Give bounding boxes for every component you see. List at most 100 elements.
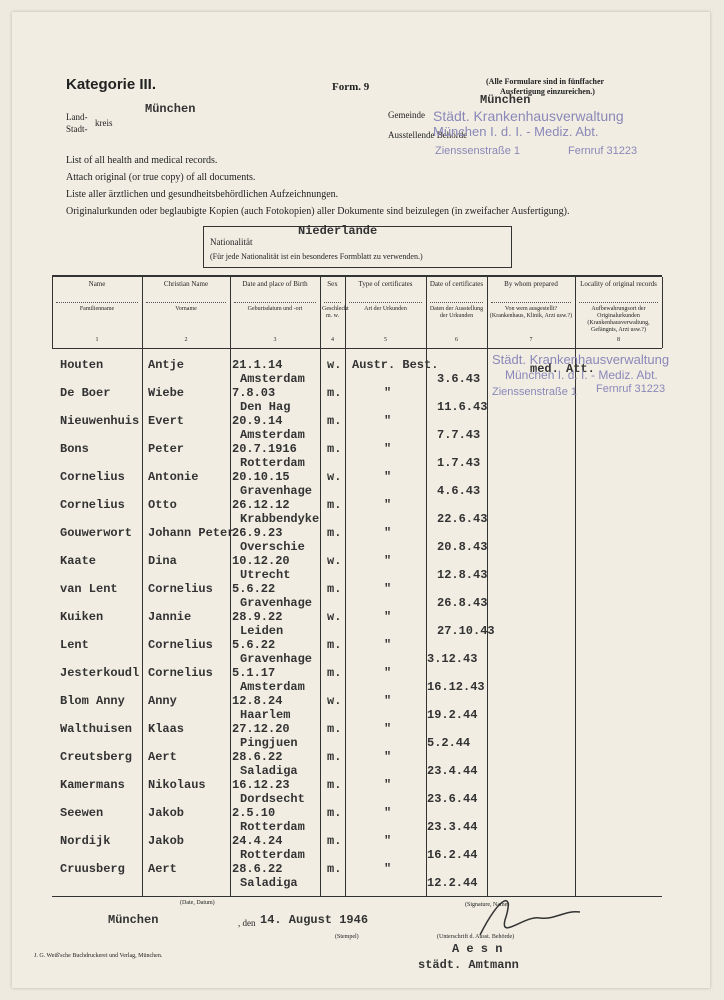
first-name: Cornelius	[148, 666, 213, 680]
certificate-type: "	[384, 806, 392, 820]
sex: m.	[327, 386, 342, 400]
certificate-date: 23.3.44	[427, 820, 478, 834]
sex: m.	[327, 498, 342, 512]
certificate-date: 16.12.43	[427, 680, 485, 694]
certificate-date: 26.8.43	[437, 596, 488, 610]
birth-date: 26.12.12	[232, 498, 290, 512]
birth-date: 28.6.22	[232, 862, 283, 876]
certificate-type: "	[384, 582, 392, 596]
certificate-type: "	[384, 778, 392, 792]
form-note: Ausfertigung einzureichen.)	[500, 87, 595, 96]
column-line	[345, 277, 346, 896]
certificate-type: "	[384, 554, 392, 568]
certificate-type: Austr. Best.	[352, 358, 439, 372]
surname: Lent	[60, 638, 89, 652]
typed-value: München	[480, 93, 531, 107]
stamp-text: Zienssenstraße 1	[435, 145, 520, 157]
column-header-de: Geburtsdatum und -ort	[247, 306, 303, 312]
stamp-text: Städt. Krankenhausverwaltung	[433, 108, 624, 124]
first-name: Anny	[148, 694, 177, 708]
stamp-text: Städt. Krankenhausverwaltung	[492, 352, 670, 367]
surname: Cruusberg	[60, 862, 125, 876]
label: (Stempel)	[335, 934, 359, 940]
printer: J. G. Weiß'sche Buchdruckerei und Verlag…	[34, 953, 163, 959]
sex: m.	[327, 526, 342, 540]
column-header: Name	[88, 280, 106, 288]
birth-date: 24.4.24	[232, 834, 283, 848]
label: Land-	[66, 112, 88, 122]
birth-date: 2.5.10	[232, 806, 276, 820]
first-name: Wiebe	[148, 386, 185, 400]
birth-place: Leiden	[240, 624, 284, 638]
birth-date: 5.6.22	[232, 638, 276, 652]
typed-value: Niederlande	[298, 224, 378, 238]
surname: Gouwerwort	[60, 526, 133, 540]
column-header: Locality of original records	[580, 280, 657, 288]
surname: Kamermans	[60, 778, 125, 792]
column-header-de: Vorname	[175, 306, 197, 312]
certificate-date: 20.8.43	[437, 540, 488, 554]
column-header: Christian Name	[163, 280, 209, 288]
rule	[52, 896, 662, 897]
certificate-type: "	[384, 834, 392, 848]
birth-place: Rotterdam	[240, 848, 305, 862]
birth-place: Amsterdam	[240, 680, 305, 694]
stamp-text: Zienssenstraße 1	[492, 386, 577, 398]
sex: m.	[327, 778, 342, 792]
sex: m.	[327, 582, 342, 596]
first-name: Evert	[148, 414, 185, 428]
birth-date: 28.6.22	[232, 750, 283, 764]
birth-place: Gravenhage	[240, 652, 313, 666]
category: Kategorie III.	[66, 76, 157, 93]
header-divider	[324, 302, 341, 304]
stamp-text: Fernruf 31223	[596, 383, 666, 395]
certificate-type: "	[384, 694, 392, 708]
header-divider	[579, 302, 658, 304]
birth-date: 20.9.14	[232, 414, 283, 428]
birth-date: 7.8.03	[232, 386, 276, 400]
rule	[52, 275, 662, 277]
birth-date: 10.12.20	[232, 554, 290, 568]
instruction: Attach original (or true copy) of all do…	[66, 172, 256, 183]
birth-place: Den Hag	[240, 400, 291, 414]
column-line	[142, 277, 143, 896]
column-line	[575, 277, 576, 896]
column-header: Date and place of Birth	[242, 280, 308, 288]
column-number: 1	[95, 337, 99, 343]
column-number: 5	[384, 337, 387, 343]
birth-date: 21.1.14	[232, 358, 283, 372]
sex: w.	[327, 358, 342, 372]
birth-date: 20.7.1916	[232, 442, 297, 456]
certificate-date: 11.6.43	[437, 400, 488, 414]
column-line	[320, 277, 321, 896]
surname: Houten	[60, 358, 104, 372]
label: Gemeinde	[388, 110, 425, 120]
surname: Creutsberg	[60, 750, 133, 764]
certificate-type: "	[384, 750, 392, 764]
column-header-de: Aufbewahrungsort der Originalurkunden (K…	[587, 306, 650, 333]
birth-date: 16.12.23	[232, 778, 290, 792]
sex: m.	[327, 442, 342, 456]
birth-place: Krabbendyke	[240, 512, 320, 526]
birth-place: Saladiga	[240, 876, 298, 890]
first-name: Johann Peter	[148, 526, 235, 540]
stamp-text: München I. d. I. - Mediz. Abt.	[433, 124, 599, 139]
surname: Blom Anny	[60, 694, 125, 708]
surname: De Boer	[60, 386, 111, 400]
first-name: Aert	[148, 750, 177, 764]
first-name: Klaas	[148, 722, 185, 736]
certificate-date: 5.2.44	[427, 736, 471, 750]
instruction: List of all health and medical records.	[66, 155, 218, 166]
certificate-type: "	[384, 610, 392, 624]
form-note: (Alle Formulare sind in fünffacher	[486, 77, 605, 86]
certificate-date: 23.6.44	[427, 792, 478, 806]
stamp-text: Fernruf 31223	[568, 145, 638, 157]
first-name: Jannie	[148, 610, 192, 624]
label: (Signature, Name)	[465, 902, 510, 908]
sex: w.	[327, 610, 342, 624]
label: (Unterschrift d. Ausst. Behörde)	[437, 934, 515, 940]
column-number: 6	[455, 337, 458, 343]
certificate-date: 3.6.43	[437, 372, 481, 386]
certificate-date: 1.7.43	[437, 456, 481, 470]
first-name: Nikolaus	[148, 778, 206, 792]
